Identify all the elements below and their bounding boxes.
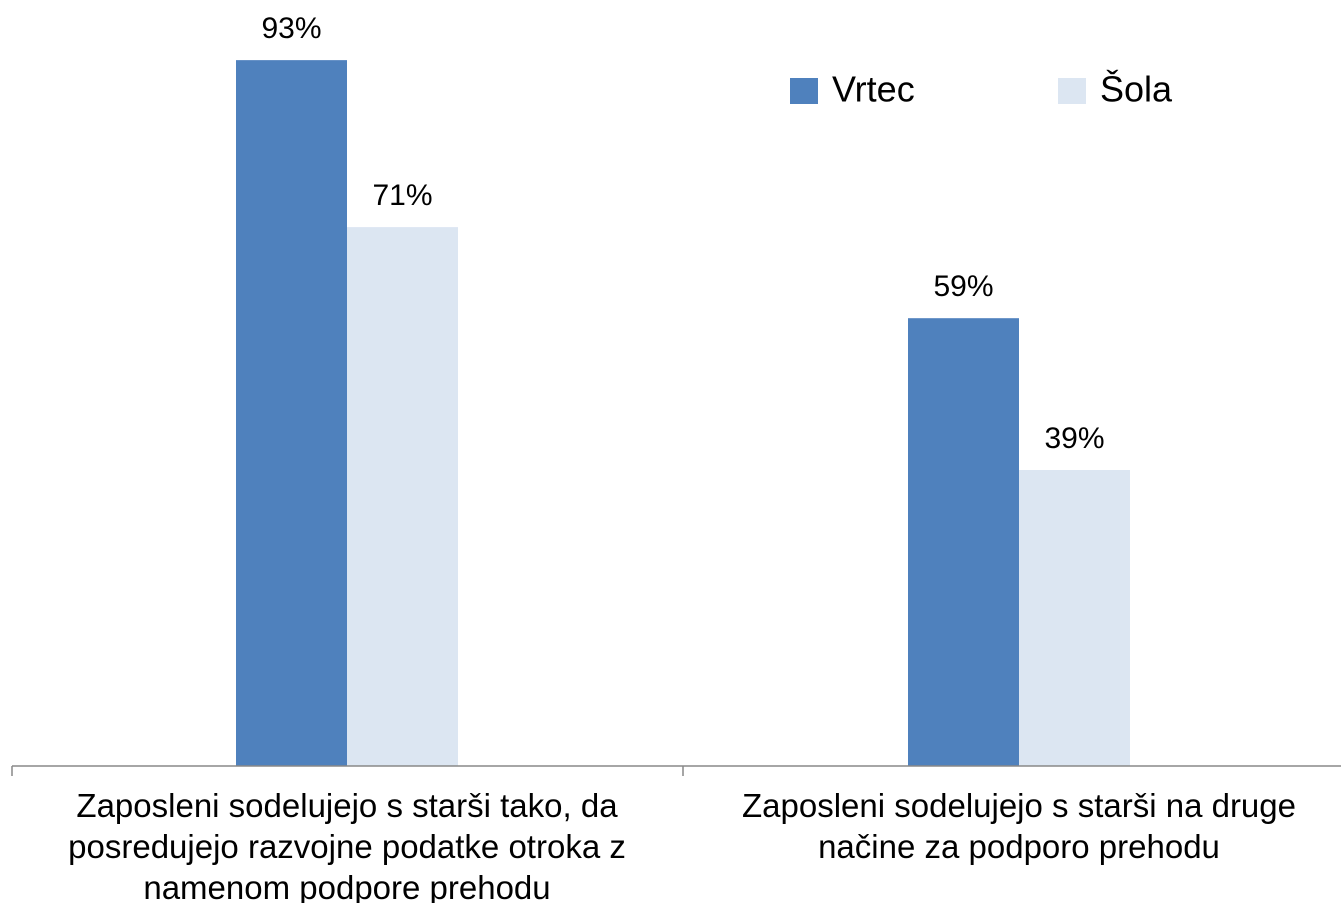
- data-label: 93%: [261, 12, 321, 45]
- legend-label: Šola: [1100, 69, 1173, 110]
- legend-label: Vrtec: [832, 69, 915, 110]
- legend-swatch: [1058, 78, 1086, 104]
- bar: [347, 227, 458, 767]
- legend-swatch: [790, 78, 818, 104]
- bar: [236, 60, 347, 766]
- x-tick-label: Zaposleni sodelujejo s starši na druge n…: [742, 787, 1296, 865]
- bar: [1019, 469, 1130, 766]
- x-tick-label: Zaposleni sodelujejo s starši tako, da p…: [68, 787, 626, 903]
- data-label: 71%: [372, 179, 432, 212]
- data-label: 59%: [933, 270, 993, 303]
- data-label: 39%: [1044, 422, 1104, 455]
- bar: [908, 318, 1019, 766]
